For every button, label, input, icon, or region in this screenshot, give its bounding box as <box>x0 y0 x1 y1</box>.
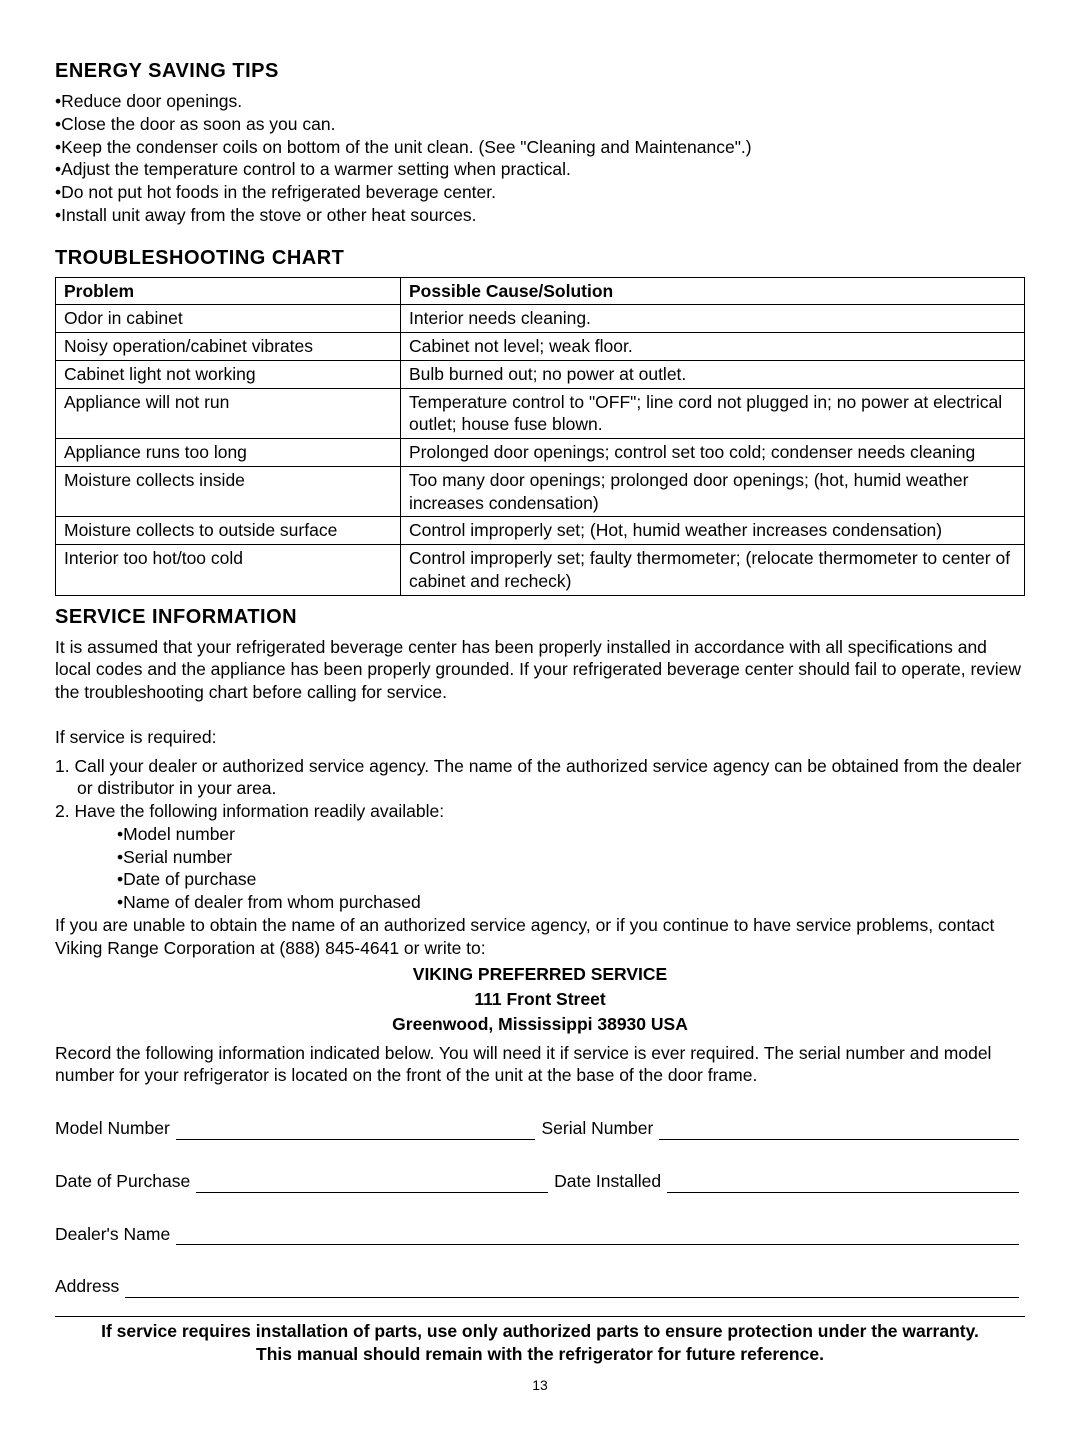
problem-cell: Odor in cabinet <box>56 305 401 333</box>
date-purchase-label: Date of Purchase <box>55 1170 190 1193</box>
record-row-3: Dealer's Name <box>55 1223 1025 1246</box>
service-step: 1. Call your dealer or authorized servic… <box>55 755 1025 801</box>
energy-tip: •Close the door as soon as you can. <box>55 113 1025 136</box>
serial-number-label: Serial Number <box>541 1117 653 1140</box>
table-header-row: Problem Possible Cause/Solution <box>56 277 1025 305</box>
date-installed-line <box>667 1175 1019 1193</box>
solution-cell: Prolonged door openings; control set too… <box>401 439 1025 467</box>
address-label: Address <box>55 1275 119 1298</box>
troubleshooting-table: Problem Possible Cause/Solution Odor in … <box>55 277 1025 596</box>
table-header-solution: Possible Cause/Solution <box>401 277 1025 305</box>
table-row: Noisy operation/cabinet vibratesCabinet … <box>56 333 1025 361</box>
table-row: Odor in cabinetInterior needs cleaning. <box>56 305 1025 333</box>
service-step: 2. Have the following information readil… <box>55 800 1025 823</box>
dealer-name-label: Dealer's Name <box>55 1223 170 1246</box>
solution-cell: Control improperly set; (Hot, humid weat… <box>401 517 1025 545</box>
closing-note: If service requires installation of part… <box>55 1316 1025 1366</box>
service-intro: It is assumed that your refrigerated bev… <box>55 636 1025 704</box>
model-number-label: Model Number <box>55 1117 170 1140</box>
closing-line: This manual should remain with the refri… <box>55 1343 1025 1366</box>
date-installed-label: Date Installed <box>554 1170 661 1193</box>
energy-tip: •Reduce door openings. <box>55 90 1025 113</box>
energy-tip: •Do not put hot foods in the refrigerate… <box>55 181 1025 204</box>
problem-cell: Interior too hot/too cold <box>56 545 401 596</box>
solution-cell: Cabinet not level; weak floor. <box>401 333 1025 361</box>
table-row: Cabinet light not workingBulb burned out… <box>56 360 1025 388</box>
energy-tips-list: •Reduce door openings. •Close the door a… <box>55 90 1025 227</box>
date-purchase-line <box>196 1175 548 1193</box>
table-row: Moisture collects insideToo many door op… <box>56 466 1025 517</box>
viking-line: 111 Front Street <box>55 988 1025 1011</box>
table-row: Moisture collects to outside surfaceCont… <box>56 517 1025 545</box>
service-sub-bullet: •Serial number <box>117 846 1025 869</box>
table-row: Appliance runs too longProlonged door op… <box>56 439 1025 467</box>
table-row: Interior too hot/too coldControl imprope… <box>56 545 1025 596</box>
solution-cell: Interior needs cleaning. <box>401 305 1025 333</box>
service-unable: If you are unable to obtain the name of … <box>55 914 1025 960</box>
record-row-1: Model Number Serial Number <box>55 1117 1025 1140</box>
record-intro: Record the following information indicat… <box>55 1042 1025 1088</box>
table-header-problem: Problem <box>56 277 401 305</box>
document-page: ENERGY SAVING TIPS •Reduce door openings… <box>0 0 1080 1434</box>
solution-cell: Bulb burned out; no power at outlet. <box>401 360 1025 388</box>
problem-cell: Cabinet light not working <box>56 360 401 388</box>
energy-tip: •Keep the condenser coils on bottom of t… <box>55 136 1025 159</box>
serial-number-line <box>659 1122 1019 1140</box>
model-number-line <box>176 1122 536 1140</box>
heading-energy-tips: ENERGY SAVING TIPS <box>55 58 1025 84</box>
energy-tip: •Adjust the temperature control to a war… <box>55 158 1025 181</box>
heading-service: SERVICE INFORMATION <box>55 604 1025 630</box>
service-if-required: If service is required: <box>55 726 1025 749</box>
dealer-name-line <box>176 1228 1019 1246</box>
viking-line: VIKING PREFERRED SERVICE <box>55 963 1025 986</box>
service-sub-bullet: •Date of purchase <box>117 868 1025 891</box>
table-row: Appliance will not runTemperature contro… <box>56 388 1025 439</box>
problem-cell: Moisture collects inside <box>56 466 401 517</box>
viking-line: Greenwood, Mississippi 38930 USA <box>55 1013 1025 1036</box>
solution-cell: Control improperly set; faulty thermomet… <box>401 545 1025 596</box>
solution-cell: Temperature control to "OFF"; line cord … <box>401 388 1025 439</box>
heading-troubleshooting: TROUBLESHOOTING CHART <box>55 245 1025 271</box>
record-row-4: Address <box>55 1275 1025 1298</box>
address-line <box>125 1281 1019 1299</box>
solution-cell: Too many door openings; prolonged door o… <box>401 466 1025 517</box>
problem-cell: Appliance will not run <box>56 388 401 439</box>
problem-cell: Appliance runs too long <box>56 439 401 467</box>
page-number: 13 <box>55 1376 1025 1394</box>
problem-cell: Moisture collects to outside surface <box>56 517 401 545</box>
service-sub-bullet: •Model number <box>117 823 1025 846</box>
energy-tip: •Install unit away from the stove or oth… <box>55 204 1025 227</box>
service-sub-bullets: •Model number •Serial number •Date of pu… <box>55 823 1025 914</box>
closing-line: If service requires installation of part… <box>55 1320 1025 1343</box>
record-row-2: Date of Purchase Date Installed <box>55 1170 1025 1193</box>
service-sub-bullet: •Name of dealer from whom purchased <box>117 891 1025 914</box>
problem-cell: Noisy operation/cabinet vibrates <box>56 333 401 361</box>
